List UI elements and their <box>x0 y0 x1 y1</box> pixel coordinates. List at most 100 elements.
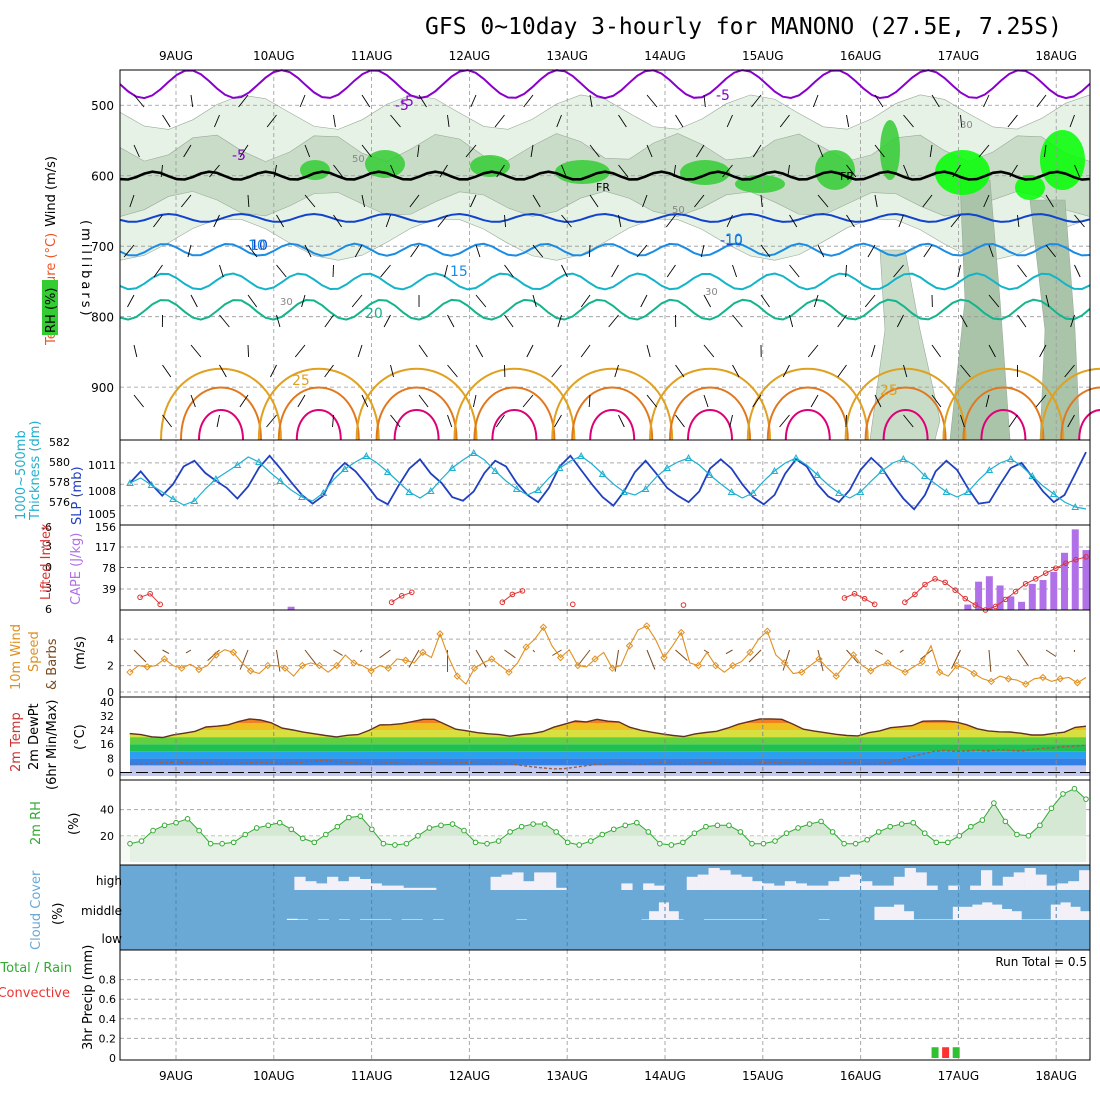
boundary-layer-contour <box>160 367 282 441</box>
wind-barb <box>444 264 448 278</box>
rh2m-point <box>645 829 652 835</box>
wind-barb <box>618 114 627 128</box>
rh2m-point <box>968 823 974 830</box>
cape-bar <box>975 581 983 610</box>
cape-bar <box>996 585 1004 610</box>
wind-barb <box>700 244 705 258</box>
cloud-high-bar <box>1002 876 1015 890</box>
rh-green-patch <box>880 120 900 180</box>
cloud-low-bar <box>933 919 945 920</box>
rh2m-base <box>120 835 1090 862</box>
wind-barb <box>1007 114 1018 128</box>
cloud-high-bar <box>337 881 350 890</box>
wind-barb <box>532 244 544 258</box>
thickness-marker <box>1049 489 1058 497</box>
thickness-marker <box>813 470 822 478</box>
boundary-layer-contour <box>844 367 967 441</box>
cloud-high-bar <box>981 870 993 890</box>
temp-stripe <box>130 751 1086 759</box>
wind-barb <box>789 314 794 328</box>
rh2m-point <box>633 819 640 826</box>
precip-tick: 0 <box>109 1052 116 1065</box>
cloud-high-bar <box>839 876 851 890</box>
rh2m-point <box>944 839 951 846</box>
rh2m-point <box>518 823 525 830</box>
cloud-high-bar <box>730 874 742 890</box>
wind-barb <box>447 314 455 328</box>
wind-barb <box>239 649 249 670</box>
wind-barb <box>636 244 648 258</box>
thickness-marker <box>405 487 414 495</box>
cloud-high-bar <box>512 872 524 890</box>
wind-barb <box>304 649 317 666</box>
li-point <box>680 602 687 608</box>
wind-barb <box>675 114 684 128</box>
cloud-middle-bar <box>992 904 1003 920</box>
wind-barb <box>807 344 819 358</box>
wind-barb <box>732 314 743 328</box>
rh2m-point <box>127 840 133 847</box>
cape-bar <box>1018 601 1026 610</box>
wind-barb <box>324 314 334 328</box>
x-tick-label-top: 15AUG <box>742 49 784 63</box>
li-point <box>1083 554 1089 560</box>
x-tick-label-top: 11AUG <box>351 49 393 63</box>
cloud-low-bar <box>902 919 913 920</box>
li-point <box>1012 588 1019 595</box>
wind-speed-marker <box>694 661 703 670</box>
wind-barb <box>950 214 961 228</box>
temp-stripe <box>130 737 1086 745</box>
cloud-low-bar <box>923 919 934 920</box>
thickness-marker <box>921 471 929 479</box>
temp-contour-5 <box>119 212 1091 224</box>
thickness-marker <box>362 451 371 459</box>
wind-barb <box>418 94 427 108</box>
thickness-marker <box>212 474 220 482</box>
wind-barb <box>333 649 343 656</box>
x-tick-label-bottom: 10AUG <box>253 1069 295 1083</box>
cloud-low-bar <box>412 919 423 920</box>
thickness-marker <box>706 470 714 478</box>
wind-barb <box>673 164 676 178</box>
wind-barb <box>447 364 458 378</box>
wind-barb <box>270 364 277 378</box>
cloud-middle-bar <box>1070 906 1081 920</box>
wind-barb <box>504 214 506 228</box>
wind-barb <box>504 264 514 278</box>
wind-barb <box>729 414 733 428</box>
wind-barb <box>526 344 534 358</box>
wind-speed-marker <box>832 672 840 680</box>
rh2m-point <box>760 840 767 847</box>
cloud-low-bar <box>286 918 298 920</box>
cloud-high-bar <box>1046 885 1058 890</box>
li-point <box>519 588 526 594</box>
wind-speed-marker <box>1039 673 1047 682</box>
wind-barb <box>354 244 363 258</box>
thickness-marker <box>727 487 736 495</box>
cloud-high-bar <box>850 874 862 890</box>
cloud-high-bar <box>773 885 786 890</box>
rh2m-point <box>392 842 398 848</box>
cloud-low-bar <box>724 919 736 920</box>
wind-barb <box>782 649 790 671</box>
wind-barb <box>846 214 855 228</box>
cloud-high-bar <box>534 872 546 890</box>
wind-barb <box>960 114 963 128</box>
freezing-label: FR <box>840 170 854 183</box>
cloud-low-bar <box>1027 919 1039 920</box>
rh2m-label: 2m RH <box>29 801 44 845</box>
wind-barb <box>219 314 230 328</box>
cape-bar <box>1061 552 1069 610</box>
cape-bar <box>1028 583 1036 610</box>
cape-bar <box>287 606 295 610</box>
li-point <box>1053 565 1059 572</box>
temp-line <box>129 718 1087 739</box>
rh2m-point <box>346 814 352 821</box>
cloud-high-bar <box>348 876 361 890</box>
boundary-layer-contour <box>1060 386 1100 441</box>
boundary-layer-contour <box>687 409 733 441</box>
boundary-layer-contour <box>571 386 654 441</box>
rh2m-point <box>173 819 179 826</box>
boundary-layer-contour <box>882 409 929 441</box>
wind-label: 10m Wind <box>9 624 24 690</box>
